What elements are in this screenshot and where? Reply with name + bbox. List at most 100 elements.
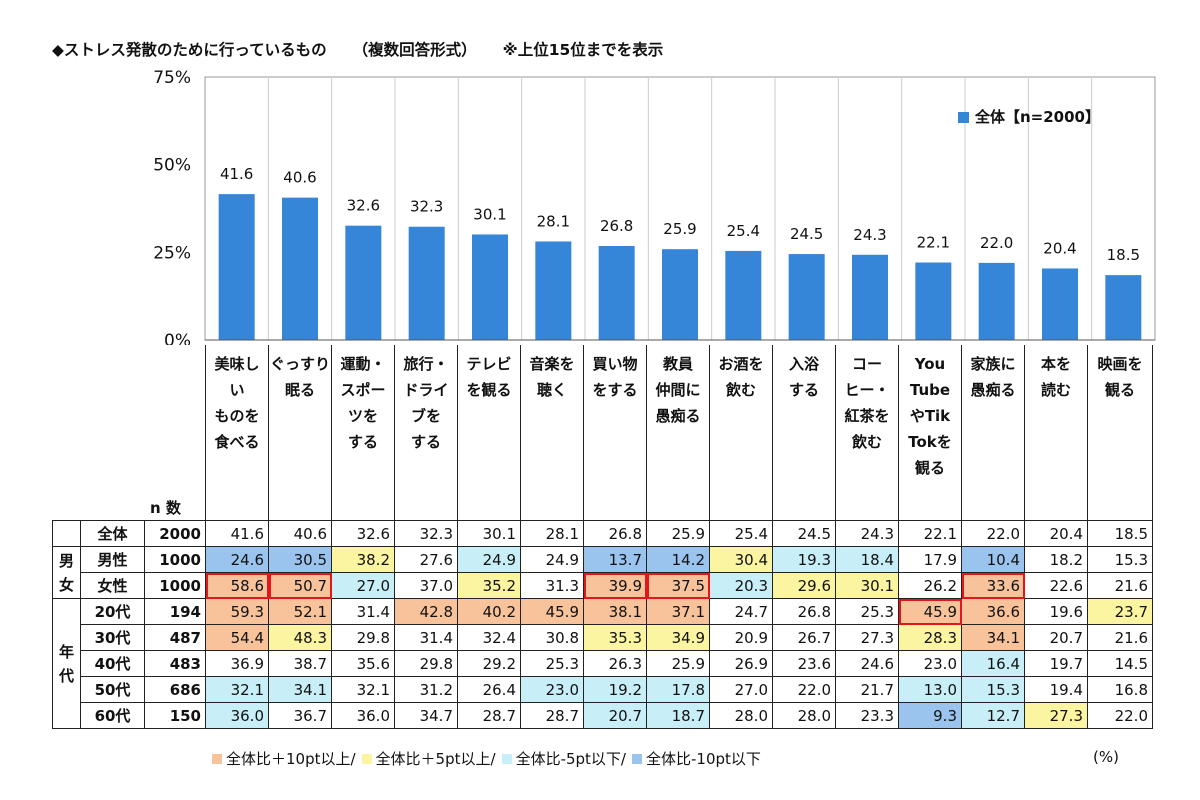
row-label: 40代 xyxy=(80,650,145,677)
table-cell: 20.9 xyxy=(709,624,773,651)
category-label: 本を 読む xyxy=(1025,345,1088,520)
title-sub: （複数回答形式） xyxy=(352,41,477,59)
table-cell: 22.0 xyxy=(961,520,1025,547)
data-table: 全体 2000 41.6 40.6 32.6 32.3 30.1 28.1 26.8 25.9 25… xyxy=(52,520,1153,729)
category-label: 運動・ スポー ツを する xyxy=(332,345,395,520)
category-label: 教員 仲間に 愚痴る xyxy=(647,345,710,520)
category-label: 映画を 観る xyxy=(1088,345,1153,520)
table-cell: 32.6 xyxy=(331,520,395,547)
bar-value-label: 30.1 xyxy=(473,205,506,223)
table-cell: 15.3 xyxy=(1087,546,1153,573)
table-cell: 29.8 xyxy=(394,650,458,677)
table-cell: 28.3 xyxy=(898,624,962,651)
bar xyxy=(1105,275,1142,340)
table-row: 30代 487 54.4 48.3 29.8 31.4 32.4 30.8 35.3 34.9 20… xyxy=(53,624,1153,651)
row-n: 1000 xyxy=(144,572,206,599)
table-cell: 34.1 xyxy=(268,676,332,703)
table-cell: 22.0 xyxy=(1087,702,1153,729)
title-note: ※上位15位までを表示 xyxy=(502,41,664,59)
category-label: ぐっすり 眠る xyxy=(269,345,332,520)
table-cell: 20.3 xyxy=(709,572,773,599)
table-cell: 29.8 xyxy=(331,624,395,651)
unit-label: (%) xyxy=(1093,748,1119,766)
table-cell: 26.3 xyxy=(583,650,647,677)
table-cell: 37.5 xyxy=(646,572,710,599)
footnote-item: 全体比＋10pt以上/ xyxy=(212,750,356,768)
bar-value-label: 25.4 xyxy=(727,222,760,240)
table-cell: 17.8 xyxy=(646,676,710,703)
row-n: 150 xyxy=(144,702,206,729)
table-cell: 45.9 xyxy=(898,598,962,625)
bar xyxy=(915,262,952,340)
table-cell: 19.4 xyxy=(1024,676,1088,703)
table-cell: 52.1 xyxy=(268,598,332,625)
bar xyxy=(852,254,888,340)
table-cell: 14.5 xyxy=(1087,650,1153,677)
category-label: お酒を 飲む xyxy=(710,345,773,520)
bar xyxy=(788,254,825,340)
group-label: 年代 xyxy=(52,598,81,729)
table-cell: 27.3 xyxy=(835,624,899,651)
table-cell: 35.2 xyxy=(457,572,521,599)
row-n: 1000 xyxy=(144,546,206,573)
table-cell: 32.1 xyxy=(205,676,269,703)
category-label: テレビ を観る xyxy=(458,345,521,520)
category-label: 家族に 愚痴る xyxy=(962,345,1025,520)
category-labels-row: 美味し い ものを 食べる ぐっすり 眠る 運動・ スポー ツを する 旅行・ ドライ… xyxy=(205,345,1156,520)
category-label: 音楽を 聴く xyxy=(521,345,584,520)
table-cell: 34.9 xyxy=(646,624,710,651)
table-cell: 19.6 xyxy=(1024,598,1088,625)
table-cell: 29.6 xyxy=(772,572,836,599)
table-cell: 28.0 xyxy=(709,702,773,729)
table-cell: 25.3 xyxy=(835,598,899,625)
table-cell: 42.8 xyxy=(394,598,458,625)
row-label: 男性 xyxy=(80,546,145,573)
table-row: 50代 686 32.1 34.1 32.1 31.2 26.4 23.0 19.2 17.8 27… xyxy=(53,676,1153,703)
table-cell: 32.1 xyxy=(331,676,395,703)
bar-value-label: 41.6 xyxy=(220,165,253,183)
table-cell: 28.0 xyxy=(772,702,836,729)
table-cell: 21.6 xyxy=(1087,572,1153,599)
bar-value-label: 32.3 xyxy=(410,198,443,216)
row-n: 686 xyxy=(144,676,206,703)
footnote-item: 全体比-10pt以下 xyxy=(631,750,761,768)
row-n: 483 xyxy=(144,650,206,677)
table-cell: 26.9 xyxy=(709,650,773,677)
table-cell: 24.7 xyxy=(709,598,773,625)
table-cell: 35.3 xyxy=(583,624,647,651)
category-label: 入浴 する xyxy=(773,345,836,520)
table-cell: 38.1 xyxy=(583,598,647,625)
chart-title: ◆ストレス発散のために行っているもの （複数回答形式） ※上位15位までを表示 xyxy=(52,38,689,60)
table-cell: 24.6 xyxy=(205,546,269,573)
table-cell: 30.4 xyxy=(709,546,773,573)
bar xyxy=(472,234,508,340)
table-cell: 10.4 xyxy=(961,546,1025,573)
table-row: 女性 1000 58.6 50.7 27.0 37.0 35.2 31.3 39.9 37.5 20… xyxy=(53,572,1153,599)
footnote-swatch xyxy=(212,754,222,764)
table-cell: 25.3 xyxy=(520,650,584,677)
table-cell: 41.6 xyxy=(205,520,269,547)
bar-value-label: 22.1 xyxy=(917,234,950,252)
table-cell: 16.4 xyxy=(961,650,1025,677)
table-cell: 27.0 xyxy=(709,676,773,703)
table-cell: 23.0 xyxy=(898,650,962,677)
row-label: 30代 xyxy=(80,624,145,651)
table-cell: 37.1 xyxy=(646,598,710,625)
table-cell: 24.6 xyxy=(835,650,899,677)
group-label: 男女 xyxy=(52,546,81,599)
footnote-item: 全体比-5pt以下/ xyxy=(501,750,626,768)
table-cell: 19.3 xyxy=(772,546,836,573)
table-cell: 20.4 xyxy=(1024,520,1088,547)
table-cell: 22.6 xyxy=(1024,572,1088,599)
table-cell: 32.3 xyxy=(394,520,458,547)
footnote-item: 全体比＋5pt以上/ xyxy=(361,750,496,768)
bar-value-label: 32.6 xyxy=(347,197,380,215)
table-cell: 36.9 xyxy=(205,650,269,677)
table-cell: 23.6 xyxy=(772,650,836,677)
table-cell: 21.6 xyxy=(1087,624,1153,651)
table-cell: 45.9 xyxy=(520,598,584,625)
row-label: 全体 xyxy=(80,520,145,547)
table-cell: 36.0 xyxy=(331,702,395,729)
bar xyxy=(725,250,762,340)
table-cell: 18.4 xyxy=(835,546,899,573)
